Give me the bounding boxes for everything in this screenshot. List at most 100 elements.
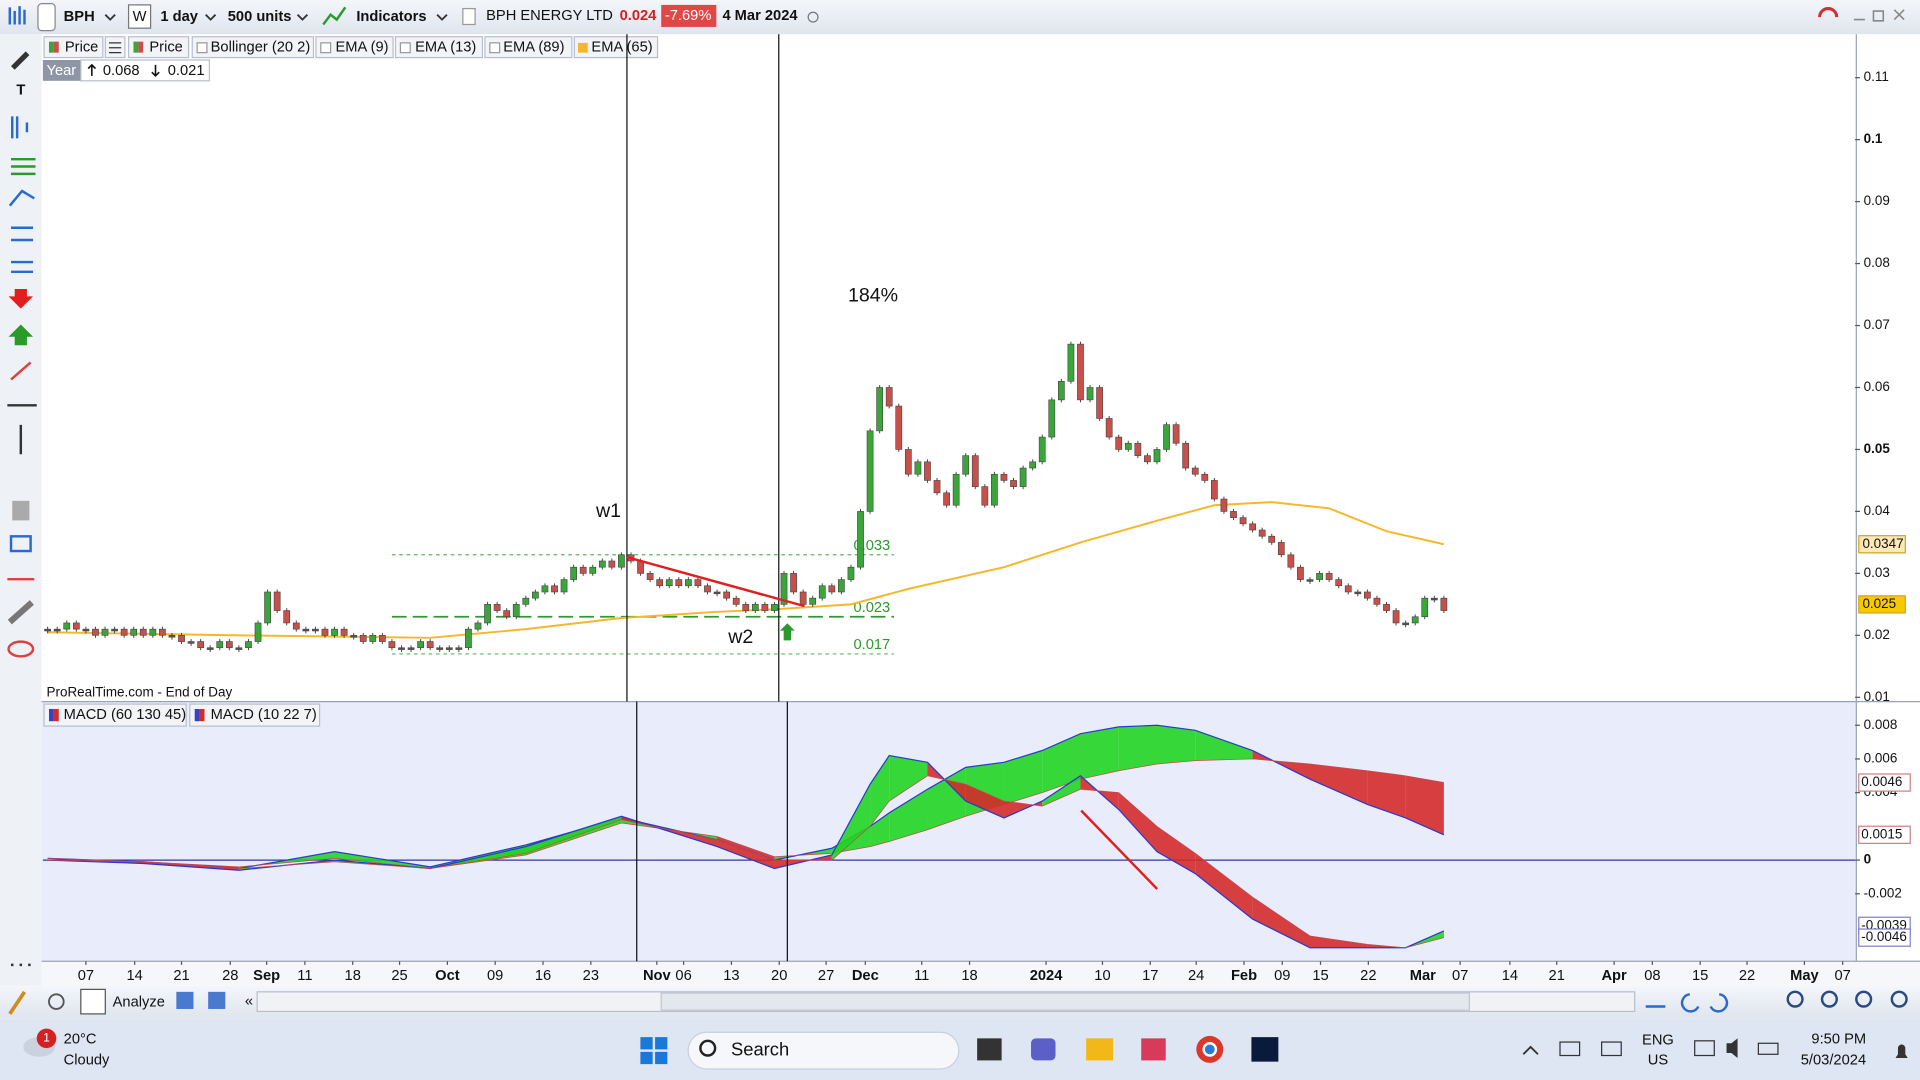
share-icon[interactable]	[48, 993, 65, 1010]
channel-tool[interactable]	[8, 189, 35, 207]
analyze-icon[interactable]	[80, 988, 106, 1015]
start-button[interactable]	[640, 1037, 668, 1065]
candle	[742, 604, 750, 611]
checkbox[interactable]	[320, 42, 332, 54]
legend-box[interactable]	[315, 36, 394, 59]
analyze[interactable]: Analyze	[113, 995, 165, 1011]
legend-item[interactable]: Price	[65, 40, 98, 56]
hv-line-tool[interactable]	[7, 404, 37, 455]
legend-box[interactable]	[394, 36, 484, 59]
search-label[interactable]: Search	[731, 1038, 789, 1059]
legend-box[interactable]	[43, 703, 187, 727]
scroll-left-fast[interactable]: «	[245, 994, 253, 1010]
weather[interactable]: Cloudy	[64, 1052, 110, 1068]
legend-item[interactable]: EMA (9)	[336, 40, 389, 56]
indicators-icon[interactable]	[322, 6, 347, 26]
w-button[interactable]	[127, 4, 152, 29]
checkbox[interactable]	[489, 42, 501, 54]
app-icon[interactable]	[1141, 1038, 1166, 1061]
list-icon[interactable]	[108, 42, 122, 54]
scroll-thumb[interactable]	[660, 992, 1470, 1011]
pencil-tool[interactable]	[11, 51, 30, 70]
tool-icon[interactable]	[176, 991, 194, 1009]
sync-icon[interactable]	[1818, 7, 1839, 18]
legend-item[interactable]: EMA (13)	[415, 40, 476, 56]
battery-icon[interactable]	[1757, 1042, 1779, 1055]
notification-bell[interactable]	[1895, 1044, 1908, 1058]
window-buttons[interactable]	[1853, 9, 1905, 22]
legend-item[interactable]: MACD (60 130 45)	[64, 707, 186, 723]
legend-item[interactable]: MACD (10 22 7)	[211, 707, 317, 723]
undo-redo[interactable]	[1645, 993, 1729, 1013]
candle	[264, 591, 271, 624]
app-icon[interactable]	[1251, 1037, 1279, 1062]
clock-date[interactable]: 5/03/2024	[1801, 1052, 1866, 1068]
ema-swatch[interactable]	[577, 42, 588, 53]
sell-arrow-tool[interactable]	[8, 288, 34, 309]
w-label[interactable]: W	[133, 9, 147, 25]
checkbox[interactable]	[399, 42, 411, 54]
indicators[interactable]: Indicators	[356, 9, 426, 25]
legend-item[interactable]: EMA (89)	[503, 40, 564, 56]
zoom-out[interactable]	[1820, 990, 1838, 1008]
macd-ribbon	[525, 816, 622, 854]
ruler-tool[interactable]	[7, 600, 34, 625]
candle	[197, 641, 205, 649]
ellipse-tool[interactable]	[7, 640, 35, 658]
candle	[838, 579, 845, 593]
legend-item[interactable]: Bollinger (20 2)	[211, 40, 311, 56]
clock-time[interactable]: 9:50 PM	[1811, 1031, 1866, 1047]
delete-tool[interactable]	[12, 500, 30, 521]
line-tool[interactable]	[11, 116, 29, 139]
candle	[350, 635, 358, 638]
candle	[1306, 579, 1314, 582]
buy-arrow-tool[interactable]	[8, 324, 34, 346]
x-tick-label: 18	[961, 968, 977, 984]
tray-icon[interactable]	[1601, 1041, 1622, 1057]
candle	[904, 449, 912, 475]
legend-box[interactable]	[484, 36, 573, 59]
legend-box[interactable]	[189, 703, 321, 727]
macd-ribbon	[1405, 775, 1444, 835]
info-icon[interactable]	[462, 7, 476, 26]
dropdown[interactable]	[436, 14, 448, 21]
region[interactable]: US	[1648, 1052, 1669, 1068]
zoom-icon[interactable]	[1786, 990, 1804, 1008]
text-tool[interactable]: T	[16, 82, 25, 98]
legend-item[interactable]: Price	[149, 40, 182, 56]
macd-ribbon	[717, 836, 775, 861]
zoom-reset[interactable]	[1890, 990, 1908, 1008]
tool-icon[interactable]	[208, 991, 226, 1009]
temperature[interactable]: 20°C	[64, 1031, 97, 1047]
zoom-in[interactable]	[1855, 990, 1873, 1008]
candle	[1297, 566, 1304, 580]
tool-icon[interactable]	[8, 990, 27, 1015]
legend-box[interactable]	[127, 36, 190, 59]
candle	[1029, 461, 1037, 469]
app-icon[interactable]	[1031, 1038, 1056, 1061]
level-label: 0.023	[853, 600, 890, 616]
tray-arrow[interactable]	[1522, 1045, 1539, 1055]
symbol[interactable]: BPH	[64, 9, 95, 25]
language[interactable]: ENG	[1642, 1033, 1674, 1049]
tray-icon[interactable]	[1694, 1040, 1715, 1057]
dropdown[interactable]	[205, 14, 217, 21]
legend-box[interactable]	[573, 36, 659, 59]
app-icon[interactable]	[1086, 1038, 1114, 1061]
candle	[1230, 511, 1237, 518]
dropdown[interactable]	[296, 14, 308, 21]
lock-icon[interactable]	[37, 3, 56, 32]
tray-icon[interactable]	[1559, 1041, 1581, 1057]
legend-item[interactable]: EMA (65)	[591, 40, 652, 56]
app-icon[interactable]	[977, 1038, 1002, 1061]
fib-tool[interactable]	[11, 157, 36, 176]
dropdown[interactable]	[104, 14, 116, 21]
segment-tool[interactable]	[10, 361, 32, 381]
levels-tool[interactable]	[11, 226, 34, 274]
search-box[interactable]	[687, 1031, 960, 1070]
checkbox[interactable]	[196, 42, 208, 54]
legend-box[interactable]	[191, 36, 315, 59]
period[interactable]: 1 day	[160, 9, 198, 25]
units[interactable]: 500 units	[228, 9, 292, 25]
rectangle-tool[interactable]	[9, 535, 32, 553]
